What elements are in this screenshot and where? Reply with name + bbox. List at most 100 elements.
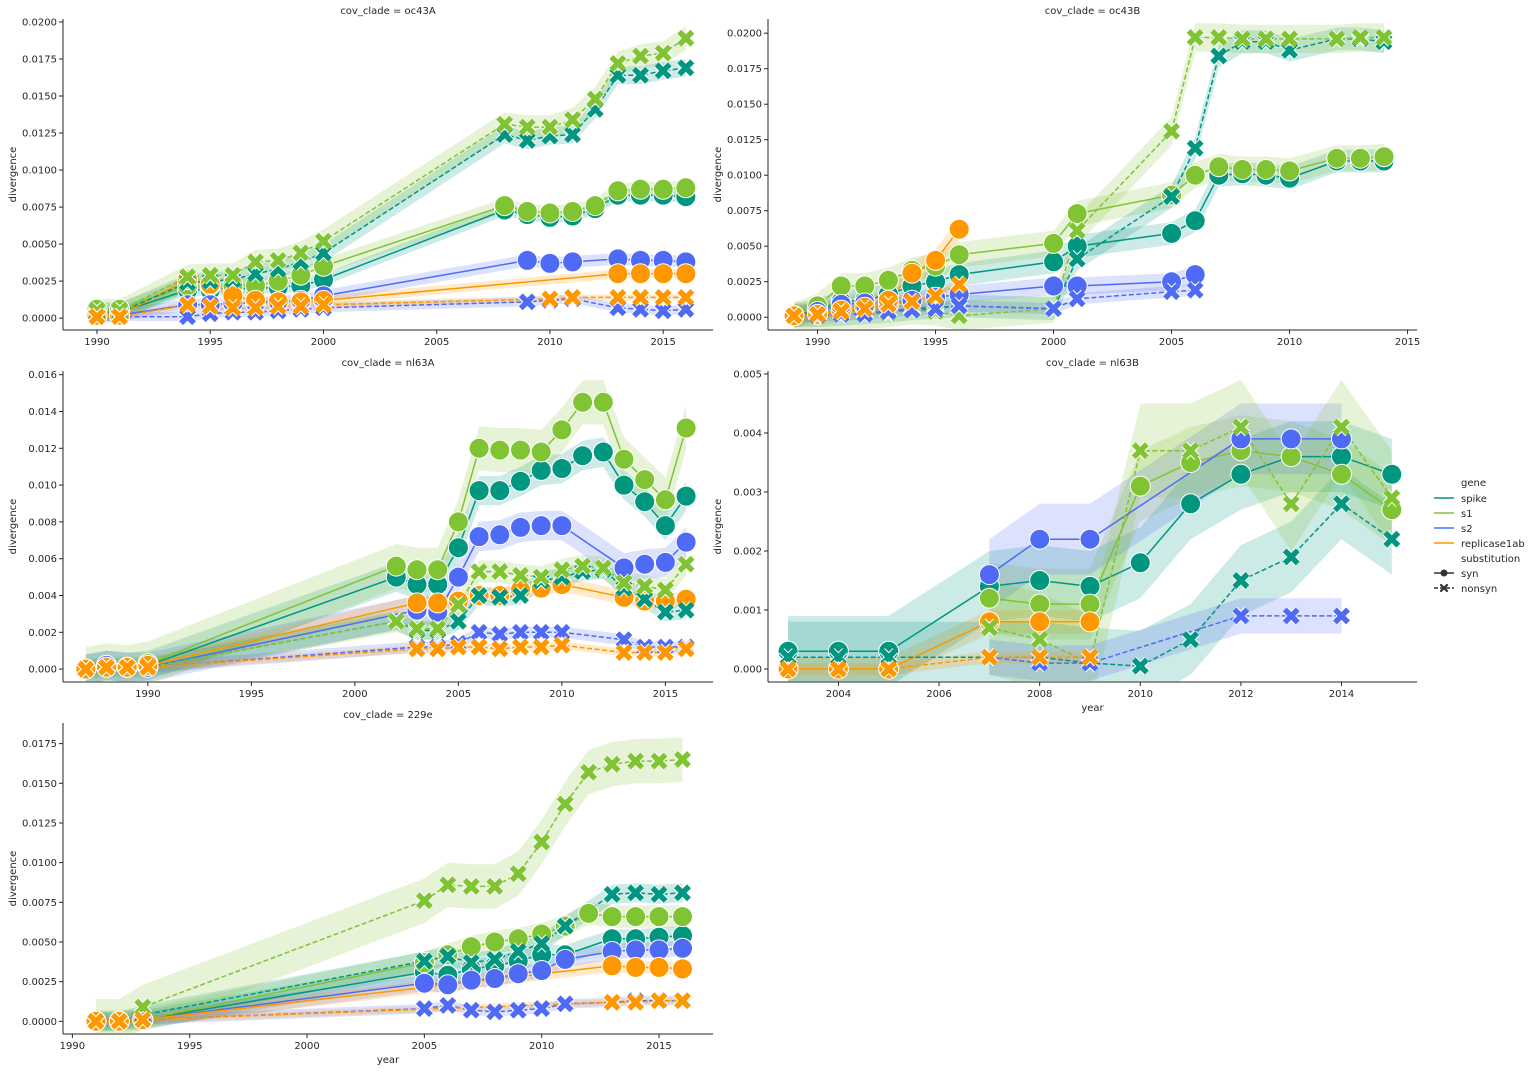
panel-title: cov_clade = oc43B xyxy=(1045,6,1141,17)
point-spike-nonsyn-core xyxy=(1186,139,1204,157)
point-spike-nonsyn-core xyxy=(627,884,645,902)
y-tick-label: 0.0125 xyxy=(22,129,57,140)
x-tick-label: 2005 xyxy=(446,689,471,700)
x-axis-label: year xyxy=(377,1055,400,1066)
point-replicase1ab-nonsyn-core xyxy=(632,288,649,306)
point-s1-syn xyxy=(530,441,552,463)
point-s1-syn xyxy=(607,180,629,202)
point-replicase1ab-syn xyxy=(1029,611,1051,633)
point-spike-syn xyxy=(530,459,552,481)
point-spike-syn xyxy=(675,485,697,507)
point-replicase1ab-syn xyxy=(925,249,947,271)
legend-marker-syn xyxy=(1440,569,1448,577)
series-line-s2-nonsyn xyxy=(85,631,687,670)
series-markers xyxy=(75,391,697,680)
point-s1-syn xyxy=(630,178,651,200)
legend-item-spike: spike xyxy=(1434,494,1487,505)
panel-title: cov_clade = nl63B xyxy=(1046,358,1139,369)
y-tick-label: 0.000 xyxy=(733,665,762,676)
point-spike-nonsyn-core xyxy=(462,954,480,972)
point-s1-syn xyxy=(427,559,449,581)
point-s1-nonsyn-core xyxy=(429,620,447,638)
point-spike-nonsyn-core xyxy=(439,947,457,965)
point-spike-nonsyn-core xyxy=(449,612,467,630)
point-s1-syn xyxy=(516,201,538,222)
y-tick-label: 0.000 xyxy=(28,665,57,676)
legend-label-syn: syn xyxy=(1461,569,1478,580)
point-s1-syn xyxy=(1184,164,1206,186)
point-s1-syn xyxy=(1280,446,1302,468)
ci-band-spike-nonsyn xyxy=(97,59,686,322)
y-tick-label: 0.0175 xyxy=(22,54,57,65)
point-s1-syn xyxy=(675,177,697,199)
point-s1-nonsyn-core xyxy=(1257,30,1275,48)
point-s2-nonsyn-core xyxy=(1232,607,1250,625)
panel-2: cov_clade = nl63A 1990 1995 2000 2005 2010 201… xyxy=(8,358,713,700)
x-tick-label: 2010 xyxy=(1277,337,1302,348)
point-s1-syn xyxy=(625,906,647,928)
point-replicase1ab-syn xyxy=(406,592,428,614)
y-axis-label: divergence xyxy=(8,147,19,203)
point-spike-nonsyn-core xyxy=(1282,548,1300,566)
y-tick-label: 0.0125 xyxy=(727,135,762,146)
y-tick-label: 0.012 xyxy=(28,444,57,455)
point-s1-syn xyxy=(1331,463,1352,485)
point-s1-syn xyxy=(1066,203,1088,225)
point-spike-syn xyxy=(489,480,511,502)
point-replicase1ab-nonsyn-core xyxy=(449,638,467,656)
point-s1-syn xyxy=(1326,147,1348,169)
point-s2-syn xyxy=(460,969,482,991)
y-tick-label: 0.0025 xyxy=(22,977,57,988)
x-tick-label: 1990 xyxy=(84,337,109,348)
point-spike-nonsyn-core xyxy=(509,943,527,960)
point-replicase1ab-nonsyn-core xyxy=(950,276,968,294)
point-s2-nonsyn-core xyxy=(1068,290,1086,308)
ci-band-s1-nonsyn xyxy=(989,379,1392,682)
x-axis-label: year xyxy=(1081,703,1104,714)
point-s1-nonsyn-core xyxy=(650,752,668,770)
legend-label-s1: s1 xyxy=(1461,509,1473,520)
point-s1-nonsyn-core xyxy=(636,577,654,595)
y-tick-label: 0.016 xyxy=(28,370,57,381)
point-replicase1ab-nonsyn-core xyxy=(118,658,136,676)
point-replicase1ab-nonsyn-core xyxy=(139,658,157,676)
point-s1-nonsyn-core xyxy=(1031,631,1049,648)
point-s1-nonsyn-core xyxy=(603,755,621,773)
point-replicase1ab-nonsyn-core xyxy=(247,299,264,317)
point-s1-nonsyn-core xyxy=(533,833,551,851)
point-spike-nonsyn-core xyxy=(518,131,536,149)
x-tick-label: 2004 xyxy=(826,689,851,700)
point-s1-nonsyn-core xyxy=(247,253,264,271)
point-s1-nonsyn-core xyxy=(677,29,695,47)
point-s2-syn xyxy=(507,963,529,985)
point-replicase1ab-nonsyn-core xyxy=(677,640,695,658)
y-tick-label: 0.0000 xyxy=(727,313,762,324)
point-spike-syn xyxy=(1331,446,1352,468)
point-s1-syn xyxy=(1349,147,1371,169)
point-s2-syn xyxy=(530,515,552,537)
point-spike-syn xyxy=(1381,463,1403,485)
point-spike-nonsyn-core xyxy=(1333,495,1350,513)
point-replicase1ab-nonsyn-core xyxy=(856,300,874,318)
point-s2-nonsyn-core xyxy=(1163,283,1181,301)
point-s1-syn xyxy=(584,195,606,217)
point-s1-nonsyn-core xyxy=(509,865,527,883)
point-s2-syn xyxy=(1280,428,1302,450)
legend-hue-title: gene xyxy=(1461,478,1486,489)
point-s1-nonsyn-core xyxy=(292,244,310,262)
point-replicase1ab-nonsyn-core xyxy=(615,644,633,662)
point-s2-nonsyn-core xyxy=(439,996,457,1014)
point-s2-syn xyxy=(413,972,435,994)
point-s1-nonsyn-core xyxy=(1328,30,1346,48)
point-spike-syn xyxy=(1230,463,1252,485)
point-replicase1ab-syn xyxy=(948,218,970,240)
point-s1-syn xyxy=(1279,160,1301,182)
x-tick-label: 2015 xyxy=(653,689,678,700)
point-s2-syn xyxy=(978,564,1000,586)
point-spike-nonsyn-core xyxy=(656,603,674,621)
point-s2-nonsyn-core xyxy=(509,1001,527,1019)
point-replicase1ab-syn xyxy=(625,956,647,978)
point-s1-syn xyxy=(654,489,676,511)
point-s1-nonsyn-core xyxy=(408,620,426,638)
x-tick-label: 1990 xyxy=(60,1041,85,1052)
